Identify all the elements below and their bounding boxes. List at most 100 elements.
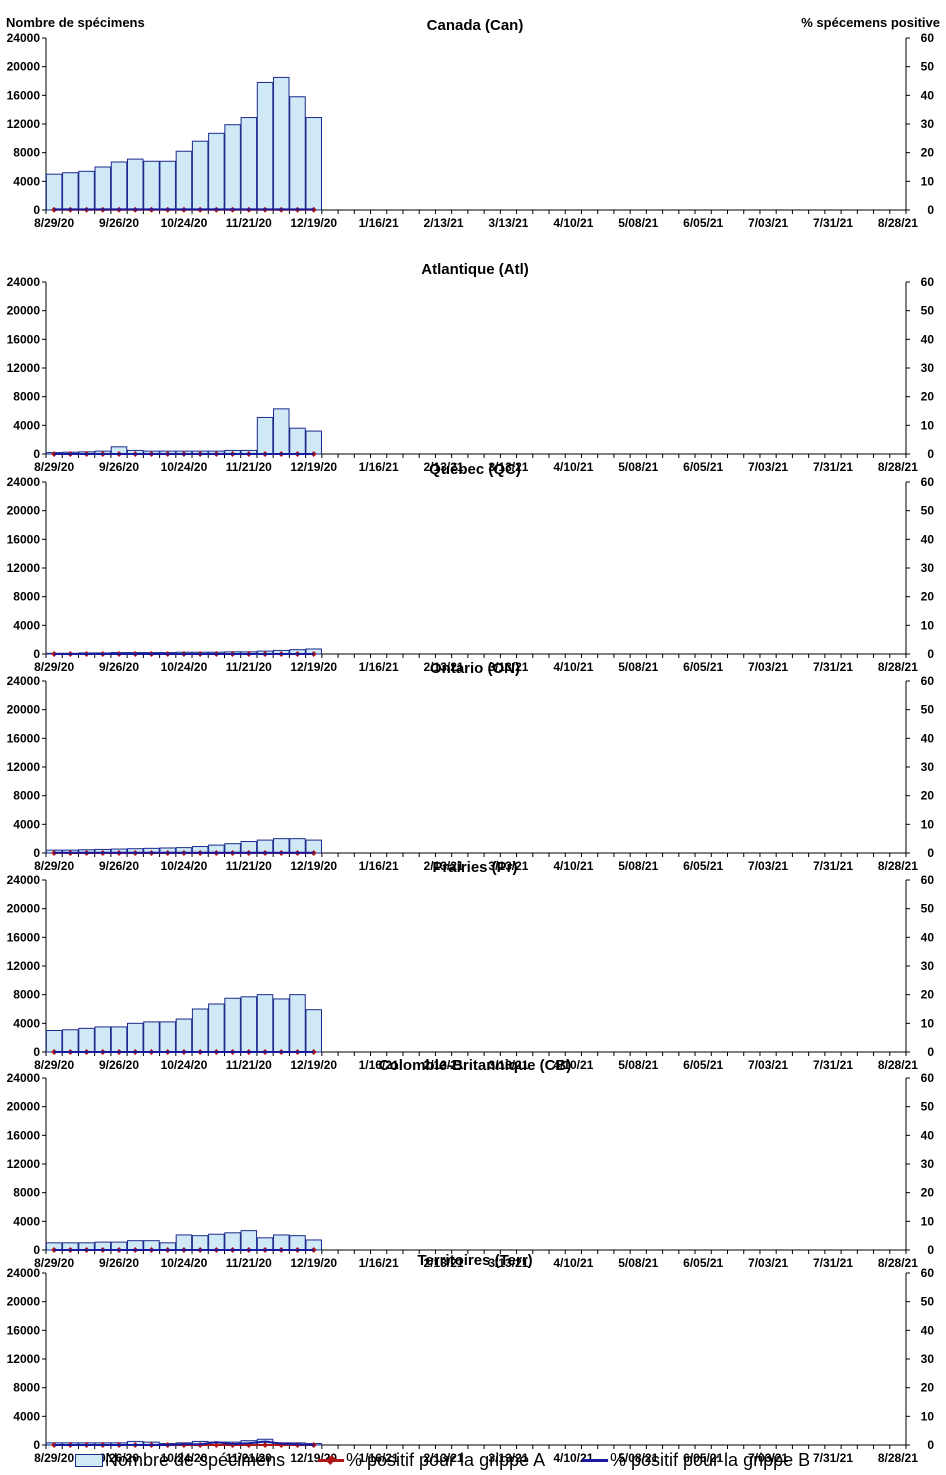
panel-5-bar: [159, 1021, 176, 1053]
panel-1-x-tick-label: 4/10/21: [553, 216, 593, 230]
panel-2-y-right-tick-label: 40: [921, 332, 935, 346]
panel-6-y-left-tick-label: 20000: [7, 1100, 41, 1114]
panel-3-x-tick-label: 8/28/21: [878, 660, 918, 674]
panel-4-y-right-tick-label: 10: [921, 817, 935, 831]
panel-6-x-tick-label: 7/03/21: [748, 1256, 788, 1270]
panel-5-x-tick-label: 10/24/20: [161, 1058, 208, 1072]
panel-5-y-right-tick-label: 30: [921, 959, 935, 973]
panel-7-y-right-tick-label: 60: [921, 1266, 935, 1280]
panel-2-x-tick-label: 4/10/21: [553, 460, 593, 474]
panel-7-y-left-tick-label: 8000: [13, 1381, 40, 1395]
legend-item-specimens: Nombre de spécimens: [75, 1450, 285, 1471]
panel-2-x-tick-label: 3/13/21: [488, 460, 528, 474]
panel-4-x-tick-label: 8/29/20: [34, 859, 74, 873]
panel-1-y-left-tick-label: 4000: [13, 174, 40, 188]
panel-1-bar: [240, 117, 258, 211]
panel-7-y-left-tick-label: 0: [33, 1438, 40, 1452]
panel-5-x-tick-label: 4/10/21: [553, 1058, 593, 1072]
panel-7-x-tick-label: 11/21/20: [226, 1451, 272, 1465]
panel-2-y-left-tick-label: 24000: [7, 275, 41, 289]
panel-1-x-tick-label: 8/28/21: [878, 216, 918, 230]
panel-6-x-tick-label: 11/21/20: [226, 1256, 272, 1270]
panel-4-y-right-tick-label: 60: [921, 674, 935, 688]
y-right-axis-title: % spécemens positive: [801, 15, 940, 30]
panel-5-bar: [94, 1026, 112, 1053]
panel-4-x-tick-label: 1/16/21: [359, 859, 399, 873]
panel-5-bar: [256, 994, 274, 1053]
panel-3-x-tick-label: 6/05/21: [683, 660, 723, 674]
panel-2-y-left-tick-label: 8000: [13, 390, 40, 404]
panel-6-y-left-tick-label: 0: [33, 1243, 40, 1257]
panel-4-y-right-tick-label: 0: [927, 846, 934, 860]
panel-2-y-left-tick-label: 16000: [7, 332, 41, 346]
panel-5-x-tick-label: 5/08/21: [618, 1058, 658, 1072]
panel-3-y-right-tick-label: 10: [921, 618, 935, 632]
panel-2-x-tick-label: 12/19/20: [290, 460, 337, 474]
panel-5-y-right-tick-label: 60: [921, 873, 935, 887]
panel-6-x-tick-label: 4/10/21: [553, 1256, 593, 1270]
panel-4-x-tick-label: 11/21/20: [226, 859, 272, 873]
panel-1-y-left-tick-label: 12000: [7, 117, 41, 131]
panel-5-bar: [289, 994, 306, 1053]
panel-7-y-left-tick-label: 12000: [7, 1352, 41, 1366]
panel-2-x-tick-label: 8/28/21: [878, 460, 918, 474]
panel-3-y-left-tick-label: 4000: [13, 618, 40, 632]
panel-3-x-tick-label: 2/13/21: [424, 660, 464, 674]
panel-7-x-tick-label: 8/29/20: [34, 1451, 74, 1465]
panel-5-x-tick-label: 9/26/20: [99, 1058, 139, 1072]
panel-3-y-left-tick-label: 16000: [7, 532, 41, 546]
panel-1-bar: [175, 150, 193, 211]
panel-4-x-tick-label: 5/08/21: [618, 859, 658, 873]
panel-5-bar: [45, 1030, 63, 1053]
panel-6-y-right-tick-label: 60: [921, 1071, 935, 1085]
panel-7-y-right-tick-label: 10: [921, 1409, 935, 1423]
panel-7-x-tick-label: 3/13/21: [488, 1451, 528, 1465]
panel-1-y-left-tick-label: 20000: [7, 60, 41, 74]
panel-4-y-left-tick-label: 4000: [13, 817, 40, 831]
panel-6-y-left-tick-label: 12000: [7, 1157, 41, 1171]
panel-1-bar: [78, 170, 95, 211]
legend-label-flu-a: % positif pour la grippe A: [346, 1450, 546, 1470]
legend-label-specimens: Nombre de spécimens: [105, 1450, 286, 1470]
panel-1-y-right-tick-label: 50: [921, 60, 935, 74]
panel-5-x-tick-label: 2/13/21: [424, 1058, 464, 1072]
panel-4-y-right-tick-label: 40: [921, 731, 935, 745]
panel-7-y-right-tick-label: 0: [927, 1438, 934, 1452]
panel-3-y-left-tick-label: 12000: [7, 561, 41, 575]
panel-1-bar: [191, 140, 209, 211]
panel-2-y-left-tick-label: 4000: [13, 418, 40, 432]
panel-7-x-tick-label: 8/28/21: [878, 1451, 918, 1465]
panel-3-y-right-tick-label: 40: [921, 532, 935, 546]
panel-6-x-tick-label: 10/24/20: [161, 1256, 208, 1270]
panel-7-x-tick-label: 1/16/21: [359, 1451, 399, 1465]
panel-1-x-tick-label: 7/03/21: [748, 216, 788, 230]
panel-6-x-tick-label: 2/13/21: [424, 1256, 464, 1270]
panel-6-y-left-tick-label: 8000: [13, 1186, 40, 1200]
panel-2-bar: [256, 416, 274, 455]
panel-7-y-right-tick-label: 50: [921, 1295, 935, 1309]
panel-1-bar: [273, 76, 290, 211]
panel-7-y-left-tick-label: 24000: [7, 1266, 41, 1280]
panel-5-x-tick-label: 1/16/21: [359, 1058, 399, 1072]
panel-1-bar: [94, 166, 112, 211]
panel-4-x-tick-label: 3/13/21: [488, 859, 528, 873]
panel-3-x-tick-label: 10/24/20: [161, 660, 208, 674]
panel-4-x-tick-label: 7/31/21: [813, 859, 853, 873]
panel-6-y-right-tick-label: 10: [921, 1214, 935, 1228]
panel-1-y-right-tick-label: 60: [921, 31, 935, 45]
panel-3-y-right-tick-label: 60: [921, 475, 935, 489]
panel-7-x-tick-label: 7/31/21: [813, 1451, 853, 1465]
panel-2-y-right-tick-label: 50: [921, 304, 935, 318]
panel-5-bar: [62, 1029, 79, 1053]
panel-7-flu-b-line: [54, 1440, 314, 1446]
panel-4-x-tick-label: 9/26/20: [99, 859, 139, 873]
panel-1-bar: [143, 160, 160, 211]
panel-5-bar: [305, 1009, 322, 1053]
panel-1-y-right-tick-label: 20: [921, 146, 935, 160]
panel-2-y-left-tick-label: 0: [33, 447, 40, 461]
panel-2-y-right-tick-label: 10: [921, 418, 935, 432]
panel-1-y-right-tick-label: 0: [927, 203, 934, 217]
panel-7-x-tick-label: 5/08/21: [618, 1451, 658, 1465]
panel-5-y-left-tick-label: 12000: [7, 959, 41, 973]
panel-3-x-tick-label: 3/13/21: [488, 660, 528, 674]
